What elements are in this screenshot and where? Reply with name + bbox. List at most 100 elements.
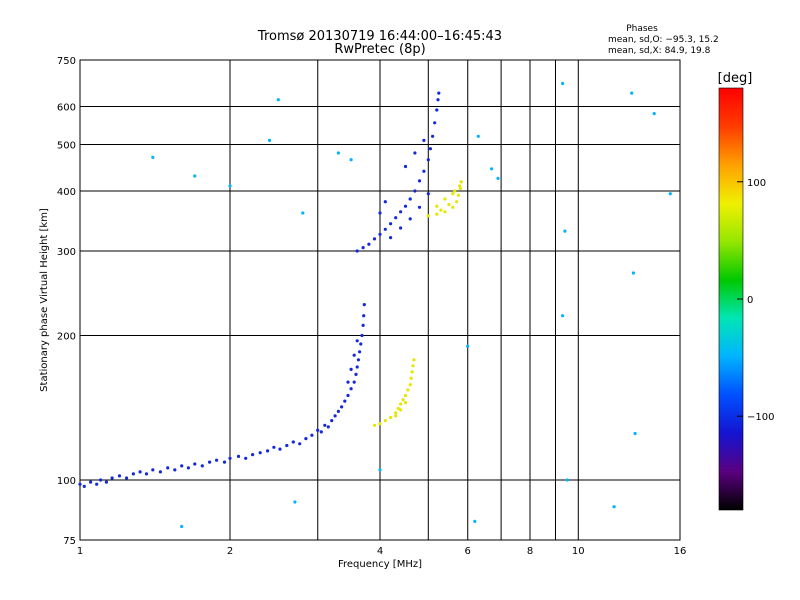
data-point [378, 211, 382, 215]
data-point [360, 333, 364, 338]
data-point [406, 388, 410, 392]
x-tick-label: 16 [674, 546, 687, 557]
data-point [394, 414, 398, 418]
data-point [125, 476, 129, 480]
data-point [455, 200, 459, 204]
x-tick-labels: 1 2 4 6 8 10 16 [77, 546, 687, 557]
data-point [173, 468, 177, 472]
data-point [403, 164, 408, 169]
data-point [383, 419, 387, 423]
data-point [104, 480, 108, 484]
data-point [631, 271, 636, 275]
data-point [396, 406, 400, 410]
data-point [343, 399, 347, 403]
data-point [563, 229, 567, 233]
data-point [422, 138, 426, 142]
data-point [451, 192, 455, 196]
data-point [301, 211, 305, 215]
data-point [389, 222, 393, 226]
data-point [236, 454, 241, 458]
data-point [319, 430, 323, 434]
y-tick-label: 400 [57, 187, 76, 198]
y-tick-label: 75 [63, 536, 76, 547]
data-point [186, 466, 190, 470]
data-point [378, 468, 382, 472]
data-point [443, 197, 447, 201]
data-point [417, 205, 422, 209]
x-tick-label: 2 [227, 546, 233, 557]
data-point [458, 184, 462, 188]
data-point [326, 425, 330, 429]
data-point [443, 210, 447, 214]
data-point [399, 210, 403, 214]
y-tick-label: 300 [57, 247, 76, 258]
data-point [412, 358, 416, 362]
data-point [266, 449, 270, 453]
data-points [78, 81, 672, 529]
data-point [439, 208, 443, 212]
data-point [330, 419, 334, 423]
data-point [401, 398, 405, 402]
data-point [359, 342, 363, 346]
data-point [361, 246, 365, 250]
data-point [476, 134, 480, 138]
data-point [336, 151, 340, 155]
data-point [399, 402, 403, 406]
data-point [633, 431, 637, 436]
data-point [82, 484, 86, 488]
data-point [151, 155, 155, 159]
data-point [110, 476, 114, 480]
data-point [285, 443, 289, 448]
data-point [561, 314, 565, 318]
colorbar-ticks: 100 0 −100 [737, 178, 774, 423]
data-point [403, 393, 408, 398]
data-point [422, 169, 426, 173]
data-point [349, 158, 353, 162]
data-point [316, 428, 320, 432]
data-point [333, 414, 337, 418]
data-point [276, 98, 280, 102]
data-point [394, 216, 398, 220]
y-tick-label: 750 [57, 56, 76, 67]
data-point [383, 200, 387, 204]
data-point [453, 189, 457, 193]
data-point [437, 91, 441, 95]
data-point [304, 437, 308, 441]
colorbar-tick-label: −100 [747, 412, 774, 423]
x-tick-label: 10 [572, 546, 585, 557]
data-point [403, 401, 408, 405]
data-point [267, 138, 272, 142]
data-point [208, 460, 212, 464]
data-point [99, 478, 103, 482]
data-point [117, 474, 122, 478]
data-point [166, 466, 170, 470]
data-point [565, 478, 569, 482]
data-point [408, 217, 412, 221]
data-point [458, 186, 462, 191]
data-point [193, 174, 197, 178]
data-point [561, 81, 565, 86]
data-point [426, 214, 430, 218]
data-point [399, 408, 403, 412]
data-point [349, 387, 353, 391]
data-point [403, 204, 408, 208]
data-point [413, 151, 417, 155]
data-point [244, 456, 248, 460]
legend-o-mode: mean, sd,O: −95.3, 15.2 [608, 35, 719, 45]
data-point [131, 472, 135, 476]
data-point [431, 134, 435, 138]
data-point [298, 442, 302, 446]
data-point [336, 409, 340, 413]
x-tick-label: 4 [377, 546, 383, 557]
data-point [473, 519, 477, 524]
data-point [355, 249, 359, 253]
data-point [378, 232, 382, 236]
data-point [435, 204, 439, 208]
data-point [435, 108, 439, 112]
x-tick-label: 8 [527, 546, 533, 557]
data-point [180, 464, 184, 468]
data-point [358, 350, 362, 354]
y-tick-label: 200 [57, 332, 76, 343]
data-point [151, 468, 155, 472]
data-point [293, 500, 297, 504]
